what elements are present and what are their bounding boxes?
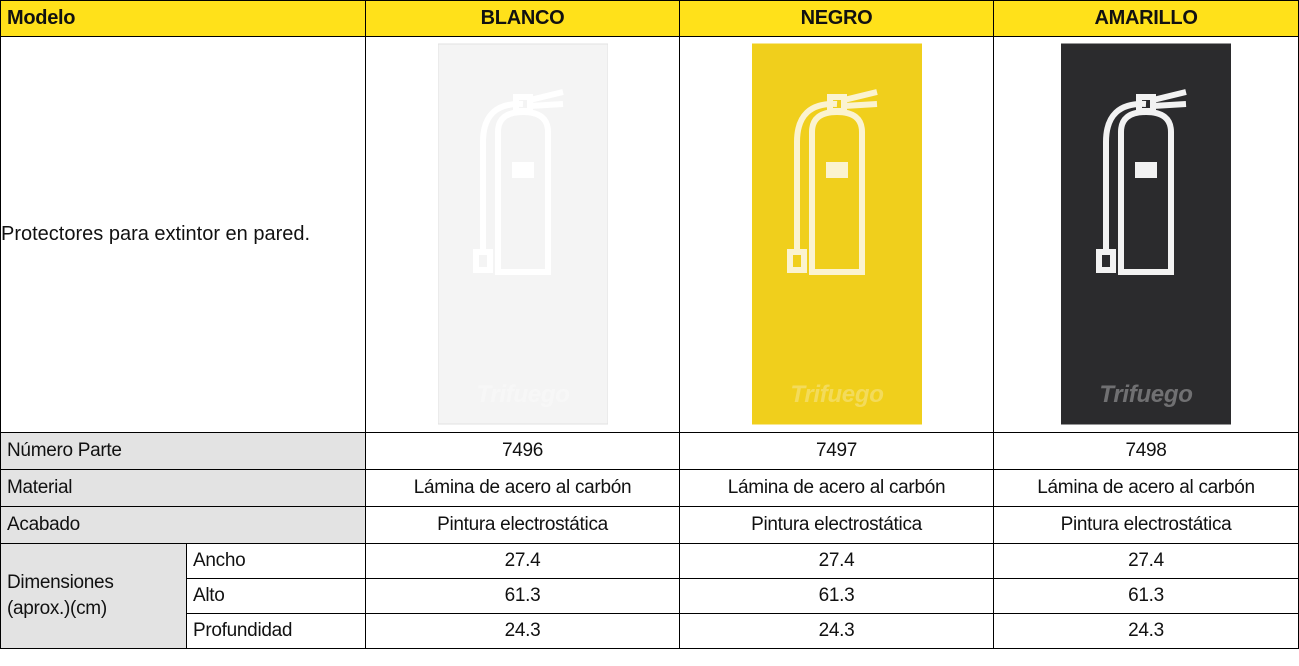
- dimension-name: Alto: [187, 579, 366, 614]
- product-image: Trifuego: [994, 37, 1299, 433]
- cell: 27.4: [366, 544, 680, 579]
- cell: 7497: [680, 433, 994, 470]
- spec-table: Modelo BLANCO NEGRO AMARILLO Protectores…: [0, 0, 1299, 649]
- cell: 27.4: [994, 544, 1299, 579]
- description: Protectores para extintor en pared.: [1, 37, 366, 433]
- dimension-name: Profundidad: [187, 614, 366, 649]
- dimension-name: Ancho: [187, 544, 366, 579]
- cell: Pintura electrostática: [994, 507, 1299, 544]
- cell: Lámina de acero al carbón: [994, 470, 1299, 507]
- cell: 27.4: [680, 544, 994, 579]
- cell: 61.3: [366, 579, 680, 614]
- cell: 24.3: [994, 614, 1299, 649]
- cell: Pintura electrostática: [366, 507, 680, 544]
- row-label: Material: [1, 470, 366, 507]
- cell: 61.3: [680, 579, 994, 614]
- cell: Lámina de acero al carbón: [680, 470, 994, 507]
- model-label: Modelo: [1, 1, 366, 37]
- cell: Pintura electrostática: [680, 507, 994, 544]
- cell: 61.3: [994, 579, 1299, 614]
- cell: 7496: [366, 433, 680, 470]
- watermark: Trifuego: [1099, 381, 1192, 408]
- extinguisher-label: [826, 162, 848, 178]
- page: Modelo BLANCO NEGRO AMARILLO Protectores…: [0, 0, 1299, 666]
- row-label: Número Parte: [1, 433, 366, 470]
- column-header: NEGRO: [680, 1, 994, 37]
- column-header: AMARILLO: [994, 1, 1299, 37]
- panel-graphic: Trifuego: [438, 42, 608, 427]
- extinguisher-label: [1135, 162, 1157, 178]
- extinguisher-label: [512, 162, 534, 178]
- cell: 24.3: [366, 614, 680, 649]
- panel-graphic: Trifuego: [752, 42, 922, 427]
- product-image: Trifuego: [680, 37, 994, 433]
- dimension-label: Dimensiones (aprox.)(cm): [1, 544, 187, 649]
- cell: Lámina de acero al carbón: [366, 470, 680, 507]
- header-row: Modelo BLANCO NEGRO AMARILLO: [1, 1, 1299, 37]
- column-header: BLANCO: [366, 1, 680, 37]
- cell: 7498: [994, 433, 1299, 470]
- watermark: Trifuego: [476, 381, 569, 408]
- cell: 24.3: [680, 614, 994, 649]
- row-label: Acabado: [1, 507, 366, 544]
- product-image: Trifuego: [366, 37, 680, 433]
- panel-graphic: Trifuego: [1061, 42, 1231, 427]
- image-row: Protectores para extintor en pared. Trif…: [1, 37, 1299, 433]
- watermark: Trifuego: [790, 381, 883, 408]
